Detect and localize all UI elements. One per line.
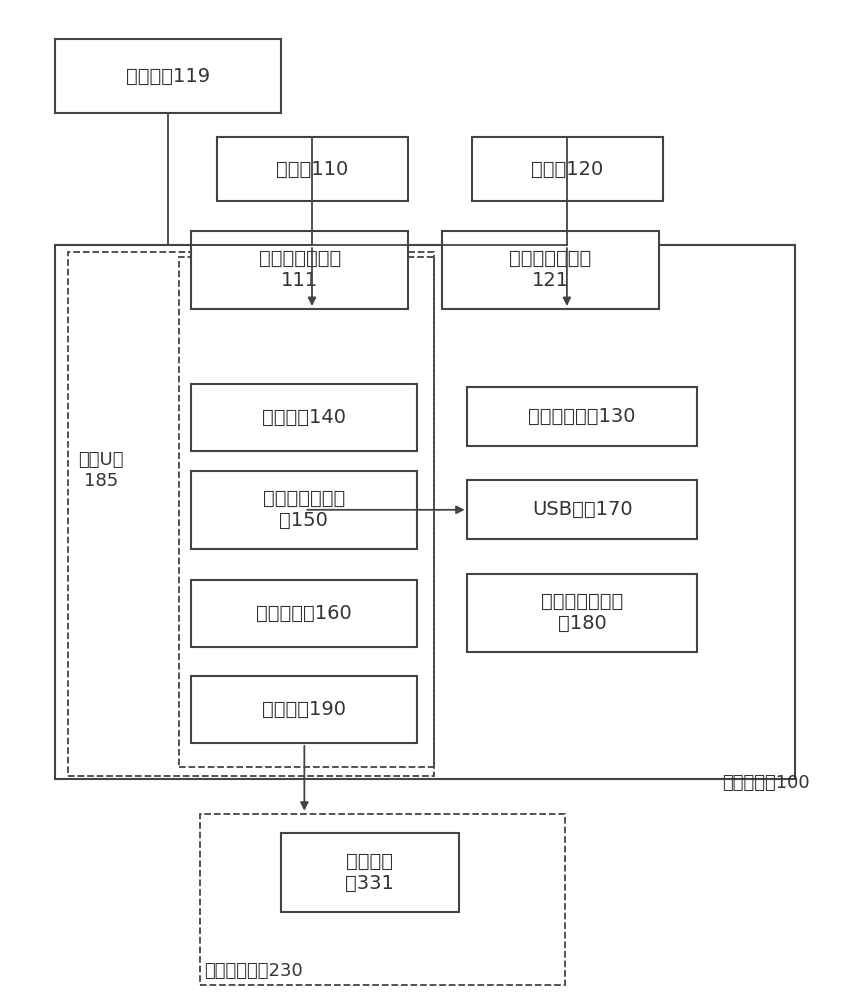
- Bar: [192, 231, 408, 309]
- Text: USB端口170: USB端口170: [531, 500, 633, 519]
- Bar: [442, 231, 659, 309]
- Bar: [68, 252, 434, 776]
- Text: 储存模块140: 储存模块140: [262, 408, 346, 427]
- Bar: [55, 39, 281, 113]
- Text: 局域网110: 局域网110: [277, 160, 349, 179]
- Text: 广域网120: 广域网120: [531, 160, 603, 179]
- Bar: [192, 471, 416, 549]
- Text: 智能路由器100: 智能路由器100: [722, 774, 810, 792]
- Bar: [192, 384, 416, 451]
- Bar: [472, 137, 663, 201]
- Text: 登录图象显示装
置180: 登录图象显示装 置180: [541, 592, 623, 633]
- Bar: [55, 245, 794, 779]
- Bar: [467, 574, 697, 652]
- Bar: [281, 833, 459, 912]
- Text: 使用者信
息331: 使用者信 息331: [345, 852, 394, 893]
- Text: 控制装置190: 控制装置190: [262, 700, 346, 719]
- Bar: [199, 814, 565, 985]
- Bar: [179, 257, 434, 767]
- Text: 通信终端装置230: 通信终端装置230: [204, 962, 303, 980]
- Text: 外接U盘
185: 外接U盘 185: [78, 451, 124, 490]
- Bar: [192, 676, 416, 743]
- Bar: [467, 480, 697, 539]
- Text: 局域网连接端口
111: 局域网连接端口 111: [258, 249, 341, 290]
- Bar: [217, 137, 408, 201]
- Text: 路由用户认证模
块150: 路由用户认证模 块150: [263, 489, 345, 530]
- Text: 广域网连接端口
121: 广域网连接端口 121: [509, 249, 591, 290]
- Text: 管理员模块160: 管理员模块160: [256, 604, 352, 623]
- Text: 无线网络模块130: 无线网络模块130: [529, 407, 636, 426]
- Text: 智能设备119: 智能设备119: [126, 67, 210, 86]
- Bar: [192, 580, 416, 647]
- Bar: [467, 387, 697, 446]
